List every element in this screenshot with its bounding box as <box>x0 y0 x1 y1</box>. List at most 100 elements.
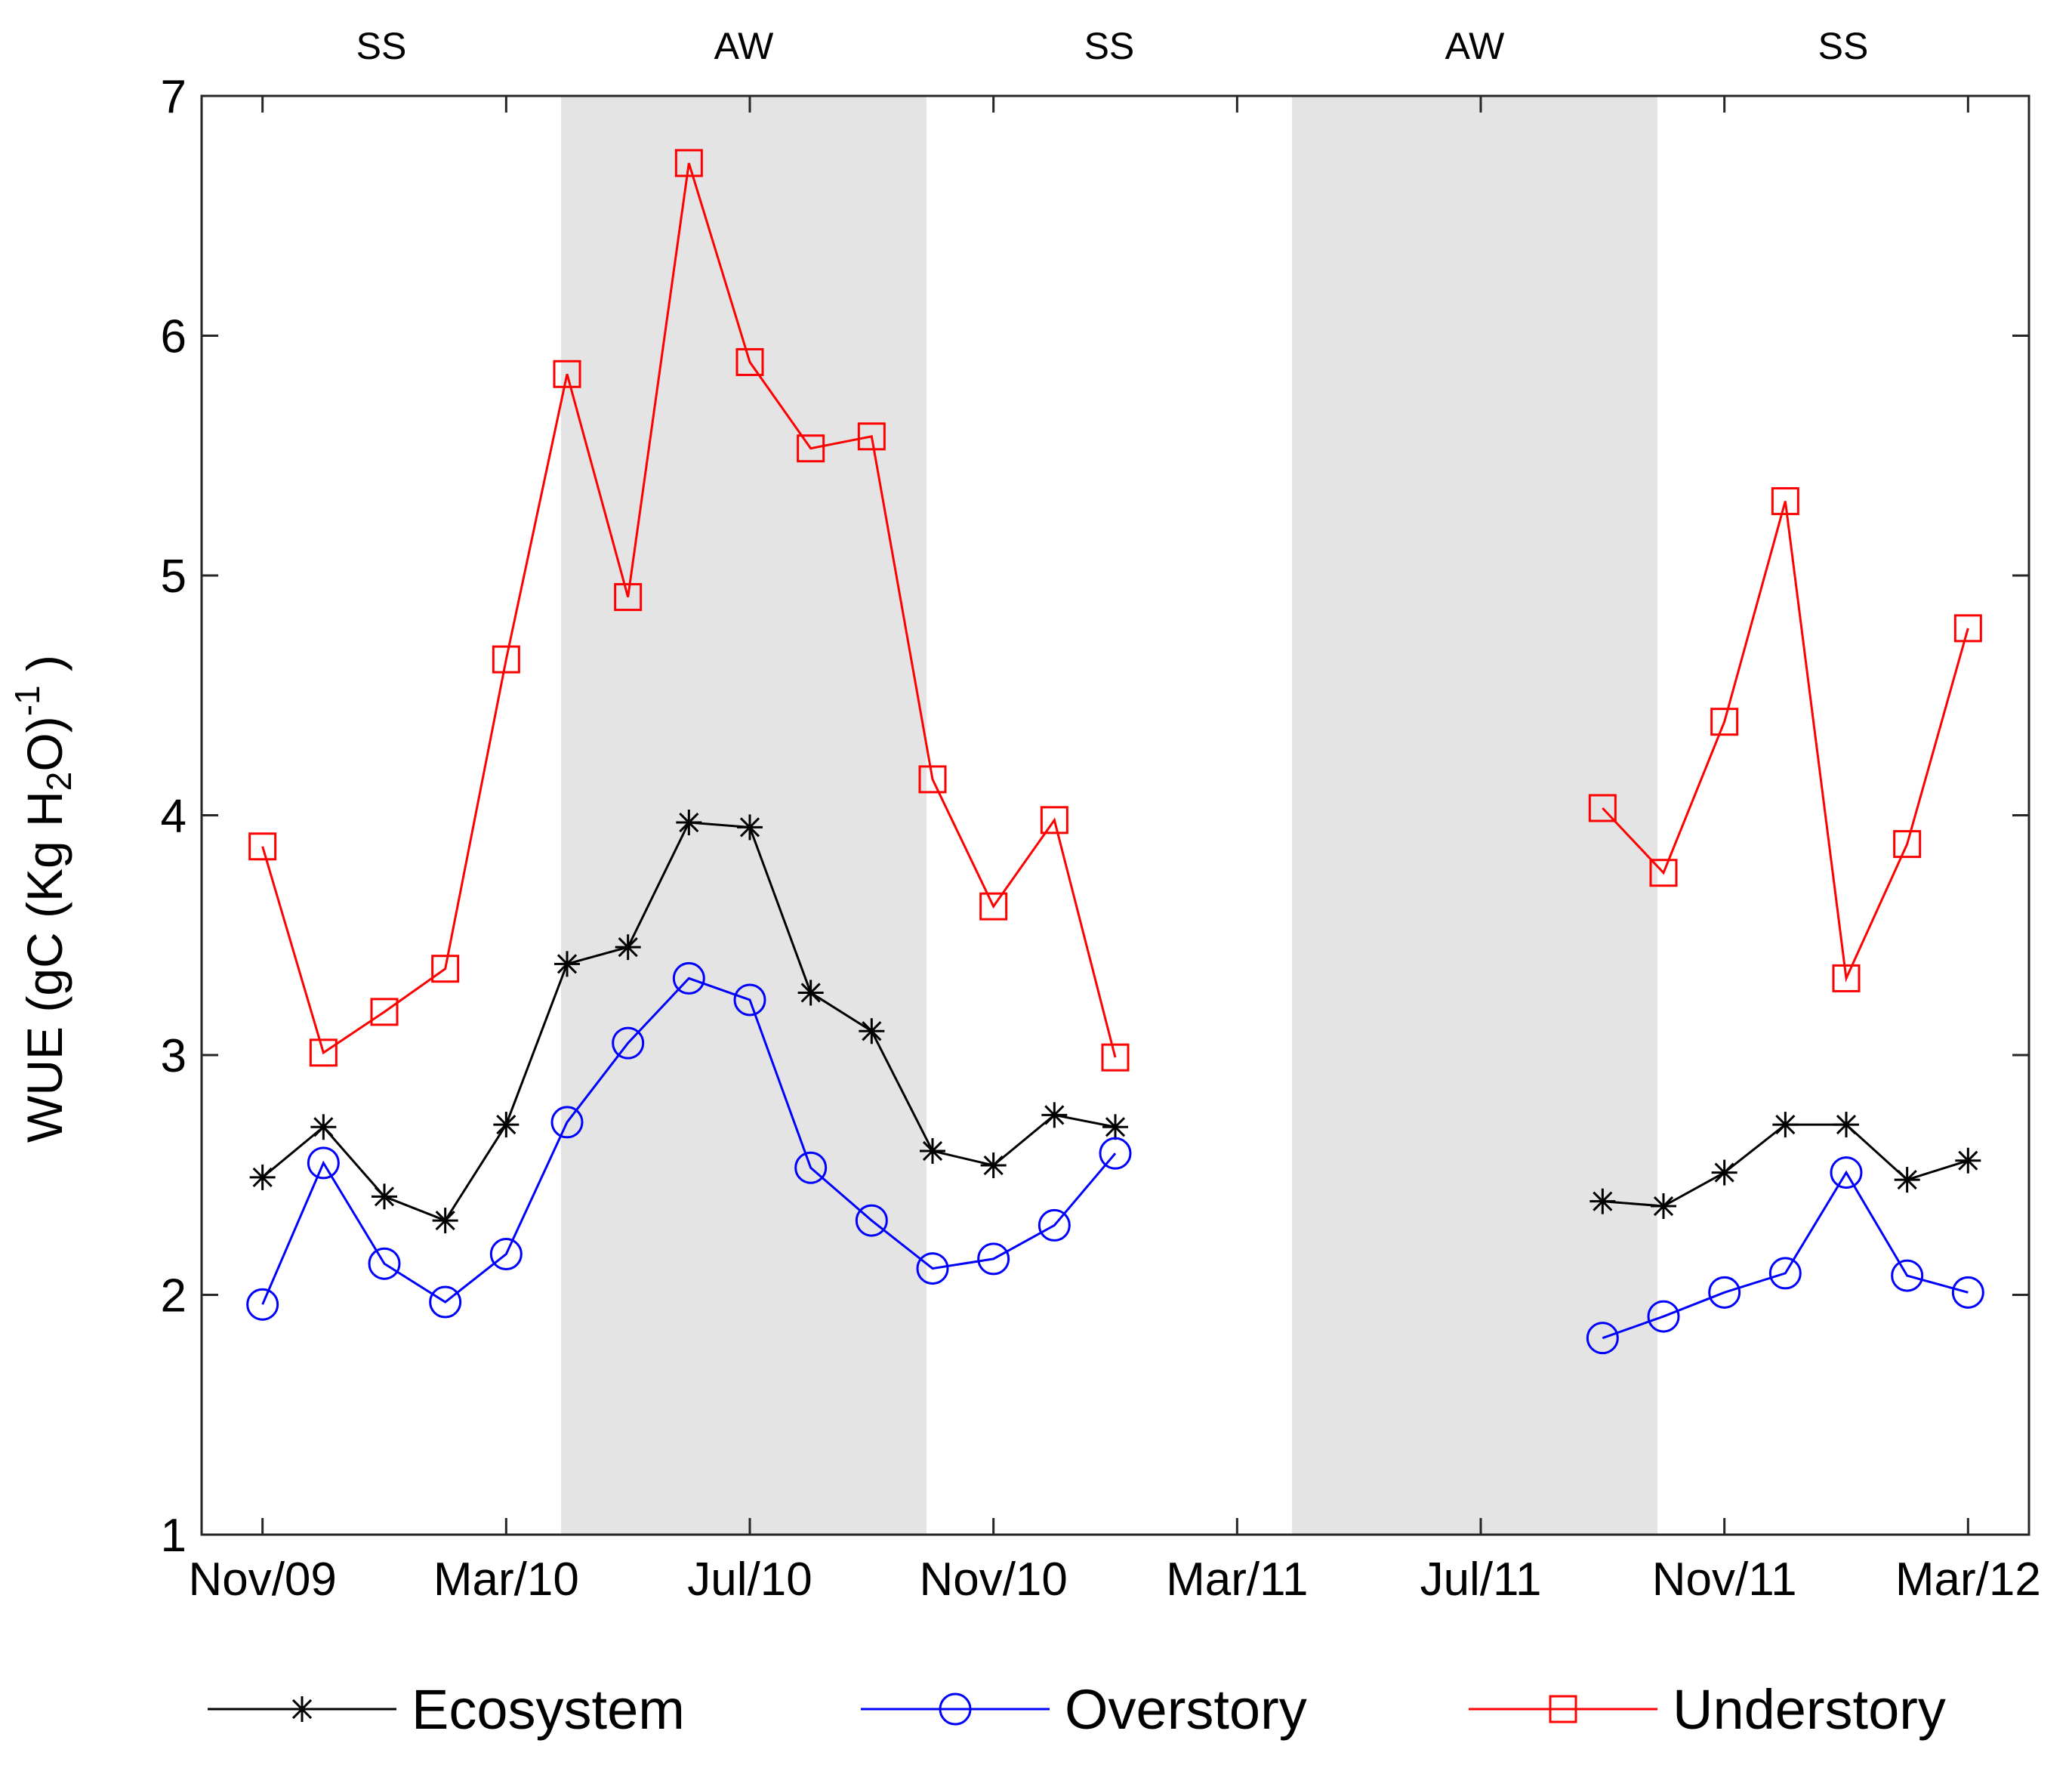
understory-point <box>674 149 703 177</box>
season-band-1 <box>560 96 927 1535</box>
understory-point <box>797 434 825 463</box>
series-understory <box>248 149 1982 1072</box>
y-label-mid: O) <box>17 716 72 771</box>
overstory-point <box>489 1238 523 1271</box>
legend: Ecosystem Overstory Understory <box>208 1678 1946 1741</box>
legend-label-understory: Understory <box>1673 1678 1946 1741</box>
overstory-point <box>733 983 766 1017</box>
understory-point <box>1832 964 1861 992</box>
ecosystem-point <box>859 1018 885 1044</box>
y-tick-label: 7 <box>161 71 187 123</box>
ecosystem-point <box>493 1112 520 1138</box>
understory-point <box>492 645 520 674</box>
understory-line-segment-1 <box>1602 501 1969 983</box>
overstory-point <box>1708 1276 1741 1309</box>
season-band-3 <box>1291 96 1657 1535</box>
overstory-point <box>1038 1208 1071 1242</box>
understory-point <box>1710 708 1739 736</box>
x-tick-label: Jul/10 <box>687 1554 812 1606</box>
legend-item-ecosystem: Ecosystem <box>208 1678 685 1741</box>
x-tick-label: Jul/11 <box>1420 1554 1542 1606</box>
ecosystem-point <box>676 810 702 836</box>
ecosystem-point <box>1833 1112 1859 1138</box>
overstory-point <box>1099 1137 1132 1170</box>
axis-ticks: 1 2 3 4 5 6 7 Nov/09 Mar/10 Jul/10 Nov/10 Mar/11 Jul… <box>161 71 2041 1606</box>
series-overstory <box>246 961 1984 1355</box>
ecosystem-point <box>1772 1112 1799 1138</box>
legend-label-ecosystem: Ecosystem <box>412 1678 685 1741</box>
season-labels: SS AW SS AW SS <box>356 25 1869 67</box>
y-axis-label: WUE (gC (Kg H2O)-1 ) <box>8 655 79 1143</box>
understory-point <box>370 998 399 1026</box>
ecosystem-point <box>1711 1159 1737 1186</box>
overstory-point <box>1951 1276 1984 1309</box>
understory-point <box>735 347 764 376</box>
y-tick-label: 4 <box>161 791 187 843</box>
overstory-line-segment-1 <box>1602 1170 1969 1340</box>
legend-label-overstory: Overstory <box>1065 1678 1307 1741</box>
overstory-point <box>612 1026 645 1060</box>
understory-point <box>1649 859 1678 887</box>
ecosystem-point <box>1102 1114 1128 1140</box>
overstory-point <box>307 1146 340 1180</box>
overstory-point <box>1647 1300 1680 1333</box>
ecosystem-point <box>1955 1147 1981 1174</box>
y-tick-label: 3 <box>161 1030 187 1082</box>
overstory-point <box>672 961 705 995</box>
legend-item-understory: Understory <box>1469 1678 1946 1741</box>
y-label-sup: -1 <box>8 685 47 716</box>
y-tick-label: 2 <box>161 1270 187 1322</box>
x-tick-label: Nov/09 <box>188 1554 336 1606</box>
ecosystem-point <box>615 934 641 961</box>
ecosystem-point <box>980 1152 1007 1179</box>
overstory-point <box>429 1285 462 1319</box>
understory-point <box>1040 806 1068 835</box>
overstory-point <box>550 1106 584 1139</box>
ecosystem-point <box>1894 1167 1920 1193</box>
season-label-4: SS <box>1818 25 1869 67</box>
season-shading <box>560 96 1657 1535</box>
overstory-point <box>1586 1322 1619 1355</box>
ecosystem-point <box>920 1138 945 1164</box>
overstory-point <box>977 1242 1010 1276</box>
y-tick-label: 1 <box>161 1510 187 1562</box>
y-label-main: WUE (gC (Kg H <box>17 791 72 1143</box>
legend-marker-understory <box>1549 1695 1577 1723</box>
overstory-point <box>1768 1257 1802 1290</box>
understory-point <box>1771 487 1799 516</box>
understory-point <box>1588 794 1617 822</box>
understory-point <box>431 955 460 983</box>
season-label-3: AW <box>1445 25 1505 67</box>
understory-point <box>918 765 947 794</box>
y-tick-label: 6 <box>161 311 187 363</box>
overstory-point <box>794 1151 828 1184</box>
overstory-point <box>855 1204 888 1237</box>
y-label-end: ) <box>17 655 72 685</box>
overstory-point <box>1830 1156 1863 1189</box>
ecosystem-point <box>310 1114 337 1140</box>
x-tick-label: Mar/12 <box>1895 1554 2041 1606</box>
understory-point <box>1893 830 1922 859</box>
understory-point <box>1953 614 1982 643</box>
ecosystem-point <box>372 1183 397 1210</box>
understory-point <box>553 359 581 388</box>
ecosystem-point <box>797 980 824 1006</box>
legend-marker-overstory <box>939 1692 972 1726</box>
series-layer <box>246 149 1984 1355</box>
x-tick-label: Mar/10 <box>433 1554 579 1606</box>
season-label-2: SS <box>1084 25 1135 67</box>
series-ecosystem <box>249 810 1981 1234</box>
ecosystem-point <box>249 1164 276 1190</box>
overstory-point <box>246 1288 279 1321</box>
legend-item-overstory: Overstory <box>861 1678 1307 1741</box>
ecosystem-point <box>1041 1102 1068 1128</box>
season-label-0: SS <box>356 25 407 67</box>
understory-point <box>857 422 886 451</box>
ecosystem-point <box>1651 1193 1676 1220</box>
legend-marker-ecosystem <box>289 1696 315 1722</box>
x-tick-label: Mar/11 <box>1166 1554 1308 1606</box>
understory-point <box>614 583 643 612</box>
ecosystem-point <box>737 814 763 841</box>
season-label-1: AW <box>714 25 774 67</box>
